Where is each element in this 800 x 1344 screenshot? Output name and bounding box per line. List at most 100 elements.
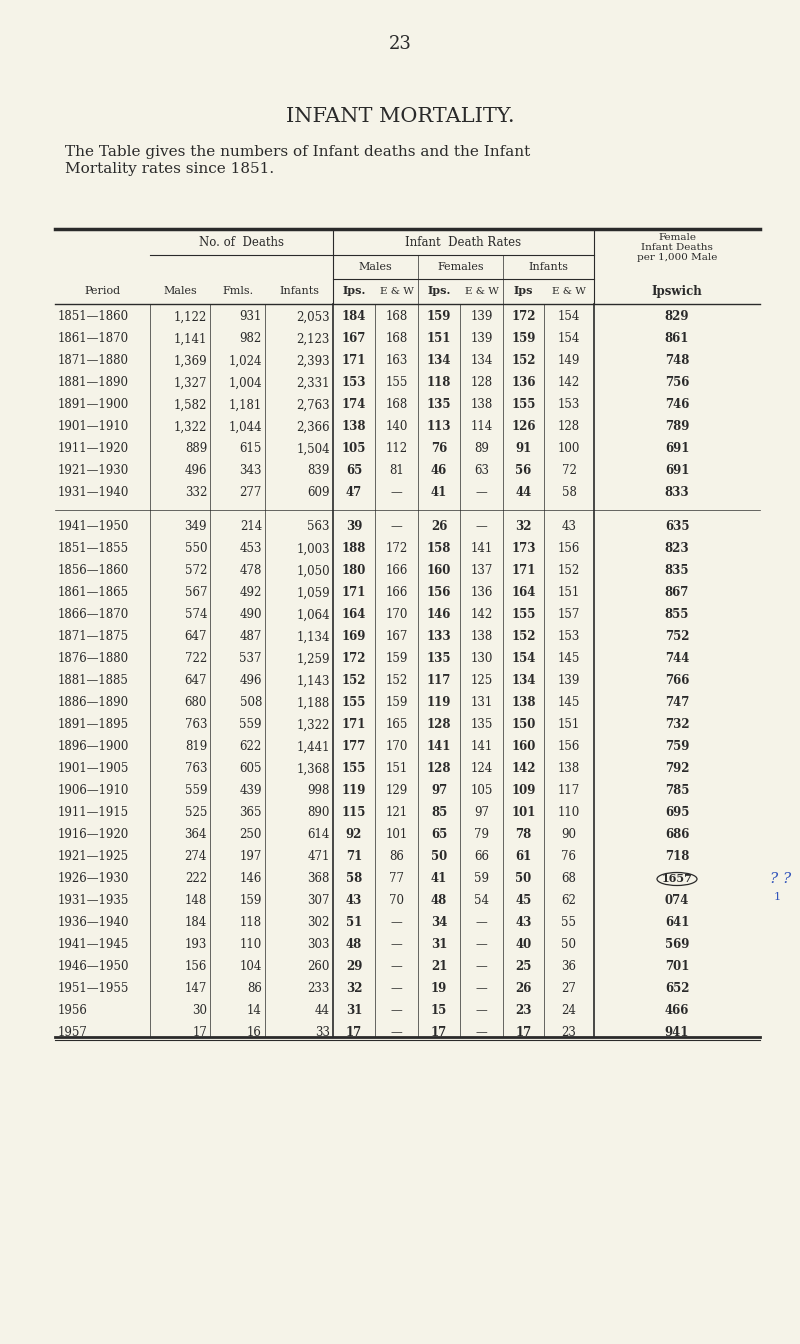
Text: 17: 17: [192, 1027, 207, 1039]
Text: 823: 823: [665, 543, 690, 555]
Text: 365: 365: [239, 806, 262, 820]
Text: 146: 146: [427, 609, 451, 621]
Text: 1,064: 1,064: [296, 609, 330, 621]
Text: 58: 58: [562, 487, 577, 500]
Text: 113: 113: [426, 421, 451, 434]
Text: 890: 890: [308, 806, 330, 820]
Text: 1,122: 1,122: [174, 310, 207, 324]
Text: 159: 159: [386, 696, 408, 710]
Text: 193: 193: [185, 938, 207, 952]
Text: 168: 168: [386, 310, 408, 324]
Text: 572: 572: [185, 564, 207, 578]
Text: —: —: [390, 1027, 402, 1039]
Text: 41: 41: [431, 487, 447, 500]
Text: 1,004: 1,004: [228, 376, 262, 390]
Text: 164: 164: [342, 609, 366, 621]
Text: No. of  Deaths: No. of Deaths: [199, 237, 284, 250]
Text: 1,582: 1,582: [174, 399, 207, 411]
Text: 66: 66: [474, 851, 489, 863]
Text: 1,327: 1,327: [174, 376, 207, 390]
Text: 1891—1900: 1891—1900: [58, 399, 130, 411]
Text: 867: 867: [665, 586, 689, 599]
Text: 158: 158: [427, 543, 451, 555]
Text: 29: 29: [346, 961, 362, 973]
Text: 59: 59: [474, 872, 489, 886]
Text: —: —: [390, 487, 402, 500]
Text: 635: 635: [665, 520, 690, 534]
Text: 766: 766: [665, 675, 689, 688]
Text: 2,331: 2,331: [297, 376, 330, 390]
Text: Infant Deaths: Infant Deaths: [641, 242, 713, 251]
Text: 567: 567: [185, 586, 207, 599]
Text: 1657: 1657: [662, 874, 693, 884]
Text: 569: 569: [665, 938, 689, 952]
Text: 1,188: 1,188: [297, 696, 330, 710]
Text: 1951—1955: 1951—1955: [58, 982, 130, 996]
Text: —: —: [476, 938, 487, 952]
Text: 171: 171: [342, 586, 366, 599]
Text: 1,003: 1,003: [296, 543, 330, 555]
Text: 537: 537: [239, 652, 262, 665]
Text: 156: 156: [558, 543, 580, 555]
Text: 931: 931: [240, 310, 262, 324]
Text: 154: 154: [558, 310, 580, 324]
Text: 55: 55: [562, 917, 577, 930]
Text: 142: 142: [558, 376, 580, 390]
Text: 97: 97: [474, 806, 489, 820]
Text: 941: 941: [665, 1027, 689, 1039]
Text: 145: 145: [558, 652, 580, 665]
Text: 732: 732: [665, 719, 690, 731]
Text: 31: 31: [346, 1004, 362, 1017]
Text: 1,322: 1,322: [297, 719, 330, 731]
Text: 763: 763: [185, 719, 207, 731]
Text: 134: 134: [426, 355, 451, 367]
Text: 1946—1950: 1946—1950: [58, 961, 130, 973]
Text: Female: Female: [658, 233, 696, 242]
Text: 1871—1880: 1871—1880: [58, 355, 129, 367]
Text: 26: 26: [431, 520, 447, 534]
Text: 138: 138: [470, 399, 493, 411]
Text: 647: 647: [185, 675, 207, 688]
Text: 609: 609: [307, 487, 330, 500]
Text: 722: 722: [185, 652, 207, 665]
Text: 188: 188: [342, 543, 366, 555]
Text: 150: 150: [511, 719, 536, 731]
Text: 622: 622: [240, 741, 262, 754]
Text: 36: 36: [562, 961, 577, 973]
Text: 508: 508: [240, 696, 262, 710]
Text: 1906—1910: 1906—1910: [58, 785, 130, 797]
Text: 141: 141: [470, 543, 493, 555]
Text: 233: 233: [308, 982, 330, 996]
Text: 154: 154: [511, 652, 536, 665]
Text: 833: 833: [665, 487, 690, 500]
Text: 701: 701: [665, 961, 689, 973]
Text: 134: 134: [470, 355, 493, 367]
Text: 156: 156: [427, 586, 451, 599]
Text: 222: 222: [185, 872, 207, 886]
Text: 156: 156: [558, 741, 580, 754]
Text: 89: 89: [474, 442, 489, 456]
Text: The Table gives the numbers of Infant deaths and the Infant: The Table gives the numbers of Infant de…: [65, 145, 530, 159]
Text: 118: 118: [427, 376, 451, 390]
Text: 159: 159: [511, 332, 536, 345]
Text: 76: 76: [431, 442, 447, 456]
Text: 81: 81: [389, 465, 404, 477]
Text: 15: 15: [431, 1004, 447, 1017]
Text: 32: 32: [515, 520, 532, 534]
Text: 332: 332: [185, 487, 207, 500]
Text: 90: 90: [562, 828, 577, 841]
Text: 50: 50: [431, 851, 447, 863]
Text: 14: 14: [247, 1004, 262, 1017]
Text: 155: 155: [386, 376, 408, 390]
Text: 105: 105: [342, 442, 366, 456]
Text: 747: 747: [665, 696, 689, 710]
Text: Ips: Ips: [514, 285, 534, 297]
Text: 1,141: 1,141: [174, 332, 207, 345]
Text: 1956: 1956: [58, 1004, 88, 1017]
Text: 138: 138: [470, 630, 493, 644]
Text: 136: 136: [470, 586, 493, 599]
Text: 34: 34: [431, 917, 447, 930]
Text: 153: 153: [558, 399, 580, 411]
Text: 139: 139: [470, 310, 493, 324]
Text: 1941—1945: 1941—1945: [58, 938, 130, 952]
